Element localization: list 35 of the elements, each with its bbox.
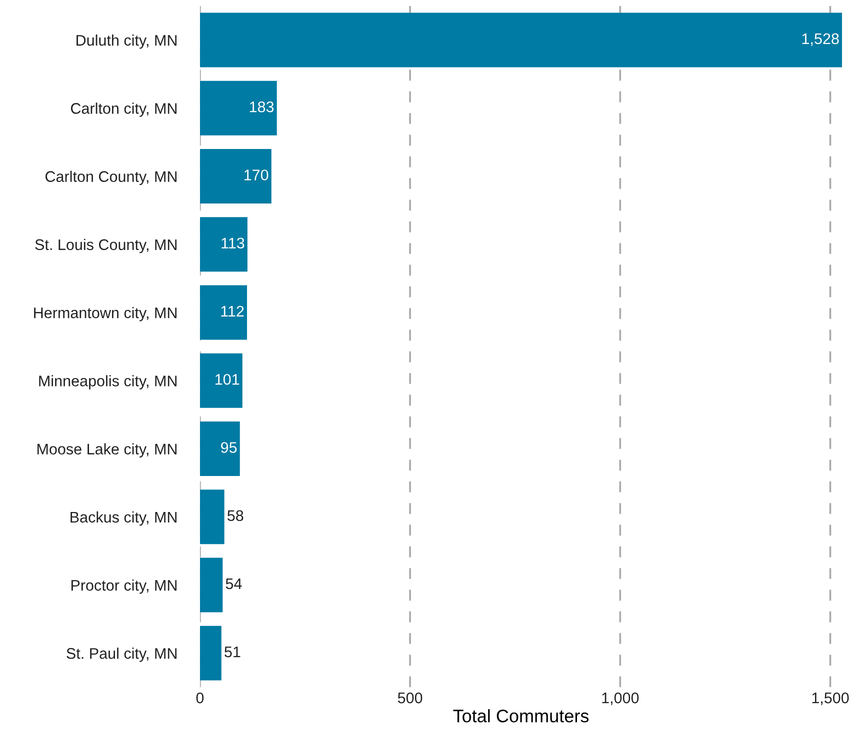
x-axis-title: Total Commuters: [453, 709, 589, 722]
y-tick-label: Backus city, MN: [70, 511, 176, 526]
data-label: 54: [226, 578, 242, 590]
bar: [200, 12, 842, 68]
data-label: 95: [221, 442, 237, 453]
data-label: 1,528: [802, 33, 839, 46]
data-label: 51: [224, 646, 240, 658]
data-label: 101: [216, 374, 240, 385]
bar: [200, 353, 242, 408]
bar: [200, 80, 277, 136]
data-label: 170: [244, 170, 268, 180]
y-tick-label: St. Louis County, MN: [35, 238, 176, 254]
y-tick-label: Moose Lake city, MN: [37, 443, 176, 458]
data-label: 183: [250, 101, 274, 112]
y-tick-label: St. Paul city, MN: [66, 648, 176, 662]
y-tick-label: Minneapolis city, MN: [39, 375, 176, 390]
x-tick-label: 1,000: [602, 692, 639, 706]
bar: [200, 285, 248, 340]
x-tick-label: 1,500: [812, 692, 849, 706]
bar: [200, 490, 224, 544]
data-label: 113: [222, 238, 244, 249]
bar: [200, 422, 240, 476]
bar: [200, 149, 272, 204]
y-tick-label: Carlton County, MN: [45, 170, 176, 185]
data-label: 58: [228, 510, 244, 522]
y-tick-label: Proctor city, MN: [71, 580, 176, 594]
y-tick-label: Duluth city, MN: [76, 34, 176, 49]
data-label: 112: [221, 306, 244, 316]
bar: [200, 558, 223, 612]
x-tick-label: 500: [398, 692, 422, 704]
bar: [200, 217, 248, 272]
y-tick-label: Hermantown city, MN: [34, 307, 176, 322]
x-tick-label: 0: [196, 692, 204, 704]
bar: [200, 626, 222, 680]
y-tick-label: Carlton city, MN: [70, 102, 176, 117]
